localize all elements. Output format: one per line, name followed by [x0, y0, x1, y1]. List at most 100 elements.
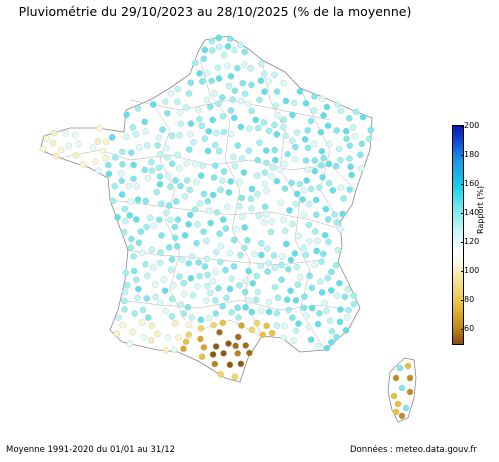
station-marker: [322, 205, 330, 213]
station-marker: [143, 223, 150, 231]
station-marker: [305, 238, 313, 245]
station-marker: [316, 310, 323, 317]
station-marker: [200, 190, 208, 198]
station-marker: [220, 216, 227, 223]
station-marker: [150, 264, 157, 271]
station-marker: [318, 258, 325, 265]
station-marker: [228, 275, 235, 282]
station-marker: [314, 320, 322, 328]
station-marker: [196, 115, 203, 123]
station-marker: [320, 250, 327, 258]
station-marker: [164, 334, 172, 341]
station-marker: [261, 203, 269, 211]
station-marker: [277, 199, 284, 206]
station-marker: [99, 147, 107, 155]
station-marker: [185, 90, 193, 97]
station-marker: [280, 216, 287, 224]
station-marker: [222, 266, 229, 274]
station-marker: [348, 171, 355, 179]
station-marker: [233, 226, 240, 233]
station-marker: [240, 169, 248, 176]
station-marker: [167, 216, 174, 224]
station-marker: [242, 277, 249, 285]
station-marker: [314, 237, 321, 245]
station-marker: [216, 147, 223, 155]
station-marker: [165, 244, 173, 251]
station-marker: [304, 144, 312, 152]
station-marker: [339, 210, 346, 218]
station-marker: [197, 325, 205, 332]
station-marker: [171, 320, 179, 327]
station-marker: [258, 240, 265, 247]
station-marker: [194, 283, 201, 290]
station-marker: [320, 112, 327, 119]
station-marker: [185, 260, 192, 267]
station-marker: [72, 152, 80, 159]
station-marker: [303, 177, 310, 184]
station-marker: [265, 78, 272, 85]
station-marker: [334, 246, 342, 254]
station-marker: [305, 324, 313, 332]
station-marker: [321, 299, 328, 307]
station-marker: [236, 178, 243, 186]
station-marker: [150, 222, 158, 230]
colorbar-tick: 180: [460, 150, 480, 159]
station-marker: [201, 46, 209, 54]
station-marker: [203, 237, 210, 245]
station-marker: [406, 388, 414, 396]
station-marker: [115, 314, 122, 321]
station-marker: [299, 196, 306, 203]
station-marker: [281, 227, 289, 235]
station-marker: [50, 129, 58, 137]
station-marker: [164, 109, 171, 117]
station-marker: [273, 131, 281, 138]
footer-source: Données : meteo.data.gouv.fr: [350, 445, 477, 455]
station-marker: [394, 400, 402, 408]
station-marker: [118, 177, 125, 185]
station-marker: [123, 133, 130, 141]
station-marker: [220, 350, 227, 357]
station-marker: [102, 154, 110, 162]
station-marker: [190, 138, 197, 146]
station-marker: [191, 160, 199, 168]
station-marker: [214, 64, 222, 71]
station-marker: [169, 295, 176, 303]
station-marker: [264, 245, 271, 252]
station-marker: [175, 165, 183, 172]
station-marker: [204, 69, 211, 77]
station-marker: [288, 179, 295, 187]
station-marker: [325, 238, 332, 246]
station-marker: [333, 333, 340, 341]
station-marker: [62, 129, 69, 137]
station-marker: [230, 153, 237, 161]
station-marker: [271, 264, 279, 272]
station-marker: [238, 194, 245, 202]
station-marker: [201, 135, 209, 142]
station-marker: [263, 322, 270, 330]
station-marker: [168, 132, 176, 140]
station-marker: [217, 186, 224, 194]
station-marker: [188, 253, 196, 260]
station-marker: [273, 309, 281, 317]
station-marker: [203, 297, 210, 304]
station-marker: [332, 162, 340, 170]
station-marker: [142, 261, 149, 268]
station-marker: [332, 262, 340, 269]
station-marker: [105, 161, 112, 169]
station-marker: [268, 218, 275, 225]
station-marker: [126, 212, 133, 219]
station-marker: [291, 99, 298, 107]
station-marker: [96, 125, 103, 132]
station-marker: [260, 119, 267, 126]
station-marker: [367, 126, 375, 134]
station-marker: [126, 340, 134, 347]
station-marker: [234, 350, 241, 357]
station-marker: [148, 322, 156, 329]
station-marker: [219, 177, 226, 184]
station-marker: [252, 296, 260, 304]
station-marker: [132, 130, 140, 138]
station-marker: [199, 78, 206, 85]
station-marker: [167, 266, 175, 274]
station-marker: [121, 297, 128, 305]
station-marker: [127, 198, 134, 205]
